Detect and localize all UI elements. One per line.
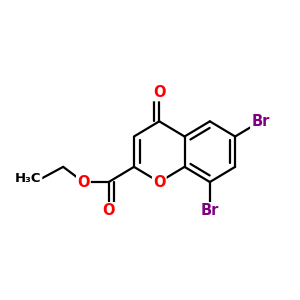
Text: O: O	[77, 175, 90, 190]
Text: O: O	[153, 176, 166, 190]
Text: Br: Br	[201, 203, 219, 218]
Text: O: O	[102, 203, 115, 218]
Text: O: O	[153, 85, 166, 100]
Text: Br: Br	[251, 114, 270, 129]
Text: H₃C: H₃C	[15, 172, 41, 185]
